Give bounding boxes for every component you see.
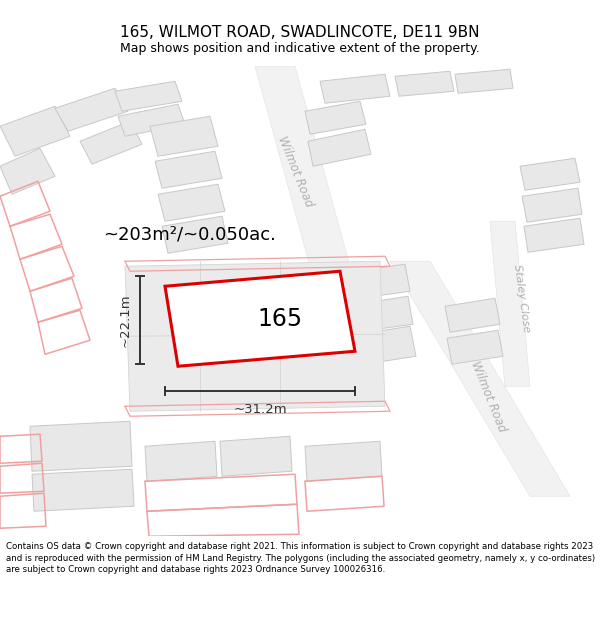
Polygon shape bbox=[150, 116, 218, 156]
Polygon shape bbox=[220, 436, 292, 476]
Polygon shape bbox=[357, 296, 413, 331]
Polygon shape bbox=[165, 271, 355, 366]
Polygon shape bbox=[390, 261, 570, 496]
Polygon shape bbox=[80, 121, 142, 164]
Polygon shape bbox=[305, 441, 382, 481]
Polygon shape bbox=[455, 69, 513, 93]
Polygon shape bbox=[30, 421, 132, 471]
Polygon shape bbox=[522, 188, 582, 222]
Text: ~31.2m: ~31.2m bbox=[233, 403, 287, 416]
Polygon shape bbox=[359, 326, 416, 364]
Polygon shape bbox=[32, 469, 134, 511]
Polygon shape bbox=[445, 298, 500, 332]
Text: Staley Close: Staley Close bbox=[512, 264, 532, 333]
Polygon shape bbox=[255, 66, 350, 266]
Polygon shape bbox=[320, 74, 390, 103]
Polygon shape bbox=[162, 216, 228, 253]
Text: 165, WILMOT ROAD, SWADLINCOTE, DE11 9BN: 165, WILMOT ROAD, SWADLINCOTE, DE11 9BN bbox=[120, 24, 480, 40]
Polygon shape bbox=[115, 81, 182, 111]
Text: ~22.1m: ~22.1m bbox=[119, 294, 132, 347]
Text: Map shows position and indicative extent of the property.: Map shows position and indicative extent… bbox=[120, 42, 480, 55]
Polygon shape bbox=[118, 104, 185, 136]
Polygon shape bbox=[355, 264, 410, 298]
Polygon shape bbox=[0, 148, 55, 194]
Polygon shape bbox=[158, 184, 225, 221]
Text: Contains OS data © Crown copyright and database right 2021. This information is : Contains OS data © Crown copyright and d… bbox=[6, 542, 595, 574]
Polygon shape bbox=[125, 261, 385, 411]
Polygon shape bbox=[0, 106, 70, 156]
Text: 165: 165 bbox=[257, 307, 302, 331]
Polygon shape bbox=[490, 221, 530, 386]
Polygon shape bbox=[395, 71, 454, 96]
Polygon shape bbox=[155, 151, 222, 188]
Text: ~203m²/~0.050ac.: ~203m²/~0.050ac. bbox=[104, 225, 277, 243]
Text: Wilmot Road: Wilmot Road bbox=[468, 359, 508, 434]
Polygon shape bbox=[305, 101, 366, 134]
Polygon shape bbox=[145, 441, 217, 481]
Polygon shape bbox=[520, 158, 580, 190]
Polygon shape bbox=[55, 88, 128, 131]
Polygon shape bbox=[447, 330, 503, 364]
Polygon shape bbox=[524, 218, 584, 252]
Polygon shape bbox=[308, 129, 371, 166]
Text: Wilmot Road: Wilmot Road bbox=[275, 134, 315, 209]
